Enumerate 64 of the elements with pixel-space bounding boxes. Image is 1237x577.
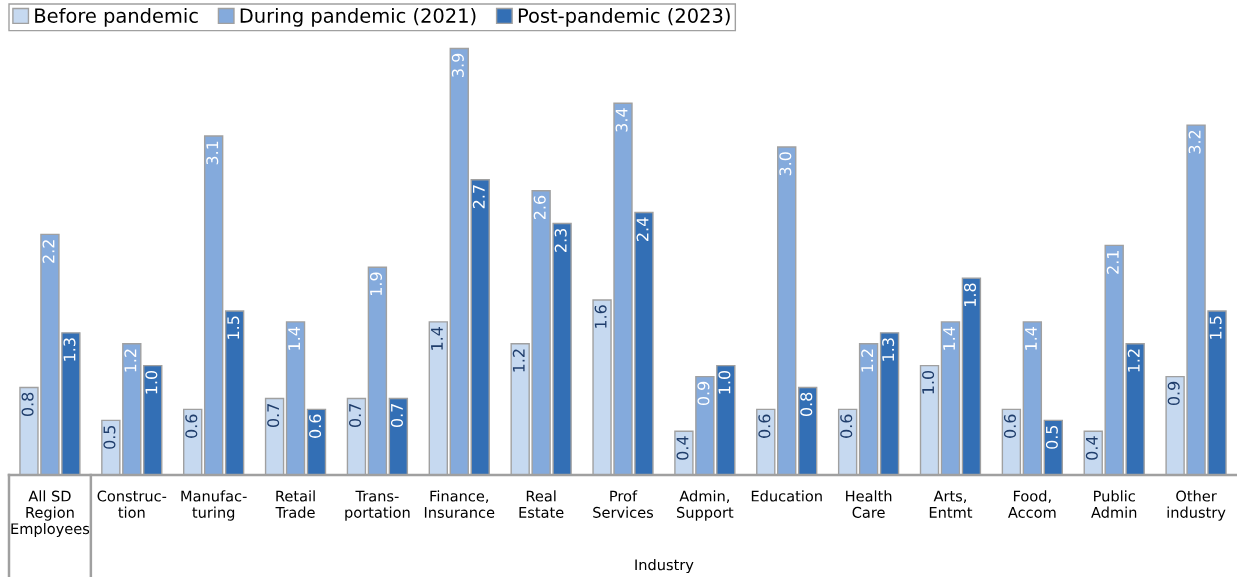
data-label: 0.9 (697, 381, 710, 406)
data-label: 0.6 (185, 414, 198, 438)
x-tick-label: Manufac- turing (181, 490, 247, 521)
x-tick-label: Finance, Insurance (424, 490, 495, 518)
data-label: 3.1 (206, 141, 219, 165)
data-label: 0.7 (349, 403, 362, 427)
data-label: 2.2 (42, 240, 55, 263)
data-label: 0.6 (1003, 414, 1017, 438)
data-label: 0.9 (1167, 381, 1180, 406)
data-label: 0.5 (1045, 425, 1058, 449)
data-label: 2.1 (1106, 251, 1119, 274)
data-label: 1.8 (963, 283, 977, 306)
data-label: 1.2 (124, 349, 137, 372)
x-tick-label: Education (751, 490, 822, 502)
data-label: 0.7 (390, 403, 403, 427)
data-label: 1.2 (1127, 349, 1140, 372)
data-label: 1.4 (943, 326, 955, 350)
x-tick-label: Public Admin (1091, 490, 1137, 518)
data-label: 1.5 (227, 316, 240, 339)
data-label: 0.6 (758, 414, 771, 438)
x-tick-label: Arts, Entmt (929, 490, 973, 518)
data-label: 3.9 (451, 53, 464, 77)
data-label: 1.6 (594, 305, 607, 328)
x-tick-label: Other industry (1167, 490, 1226, 521)
data-label: 1.9 (369, 272, 383, 296)
x-tick-label: Real Estate (519, 490, 564, 518)
x-tick-label: Food, Accom (1008, 490, 1056, 518)
x-tick-label: Retail Trade (275, 490, 315, 518)
data-label: 1.4 (431, 326, 443, 350)
x-axis-title: Industry (635, 559, 694, 574)
x-tick-label: Health Care (846, 490, 892, 518)
data-label: 2.4 (636, 217, 649, 241)
data-label: 0.8 (21, 392, 34, 417)
data-label: 1.2 (861, 349, 874, 372)
data-label: 1.5 (1209, 316, 1222, 339)
data-label: 0.6 (840, 414, 853, 438)
data-label: 1.3 (63, 338, 76, 361)
data-label: 3.4 (615, 108, 628, 132)
x-tick-label: Trans- portation (345, 490, 410, 521)
data-label: 3.2 (1188, 130, 1201, 154)
legend-label: During pandemic (2021) (240, 7, 476, 27)
data-label: 1.4 (288, 326, 300, 350)
x-tick-label: All SD Region Employees (11, 490, 90, 538)
x-tick-label: Prof Services (593, 490, 654, 518)
data-label: 0.4 (1085, 436, 1098, 460)
legend-label: Before pandemic (35, 7, 198, 27)
data-label: 2.7 (472, 185, 485, 209)
data-label: 0.6 (309, 414, 322, 438)
data-label: 3.0 (779, 152, 792, 176)
data-label: 1.4 (1025, 326, 1037, 350)
data-label: 0.8 (800, 392, 813, 417)
x-tick-label: Admin, Support (677, 490, 734, 521)
x-tick-label: Construc- tion (97, 490, 167, 518)
data-label: 1.0 (718, 370, 731, 394)
data-label: 0.4 (676, 436, 689, 460)
data-label: 1.3 (882, 338, 895, 361)
data-label: 1.2 (512, 349, 525, 372)
legend-label: Post-pandemic (2023) (518, 7, 730, 27)
data-label: 2.3 (554, 228, 567, 252)
data-label: 1.0 (922, 370, 935, 394)
data-label: 2.6 (533, 195, 546, 220)
data-label: 0.5 (103, 425, 116, 449)
data-label: 1.0 (145, 370, 158, 394)
data-label: 0.7 (267, 403, 280, 427)
